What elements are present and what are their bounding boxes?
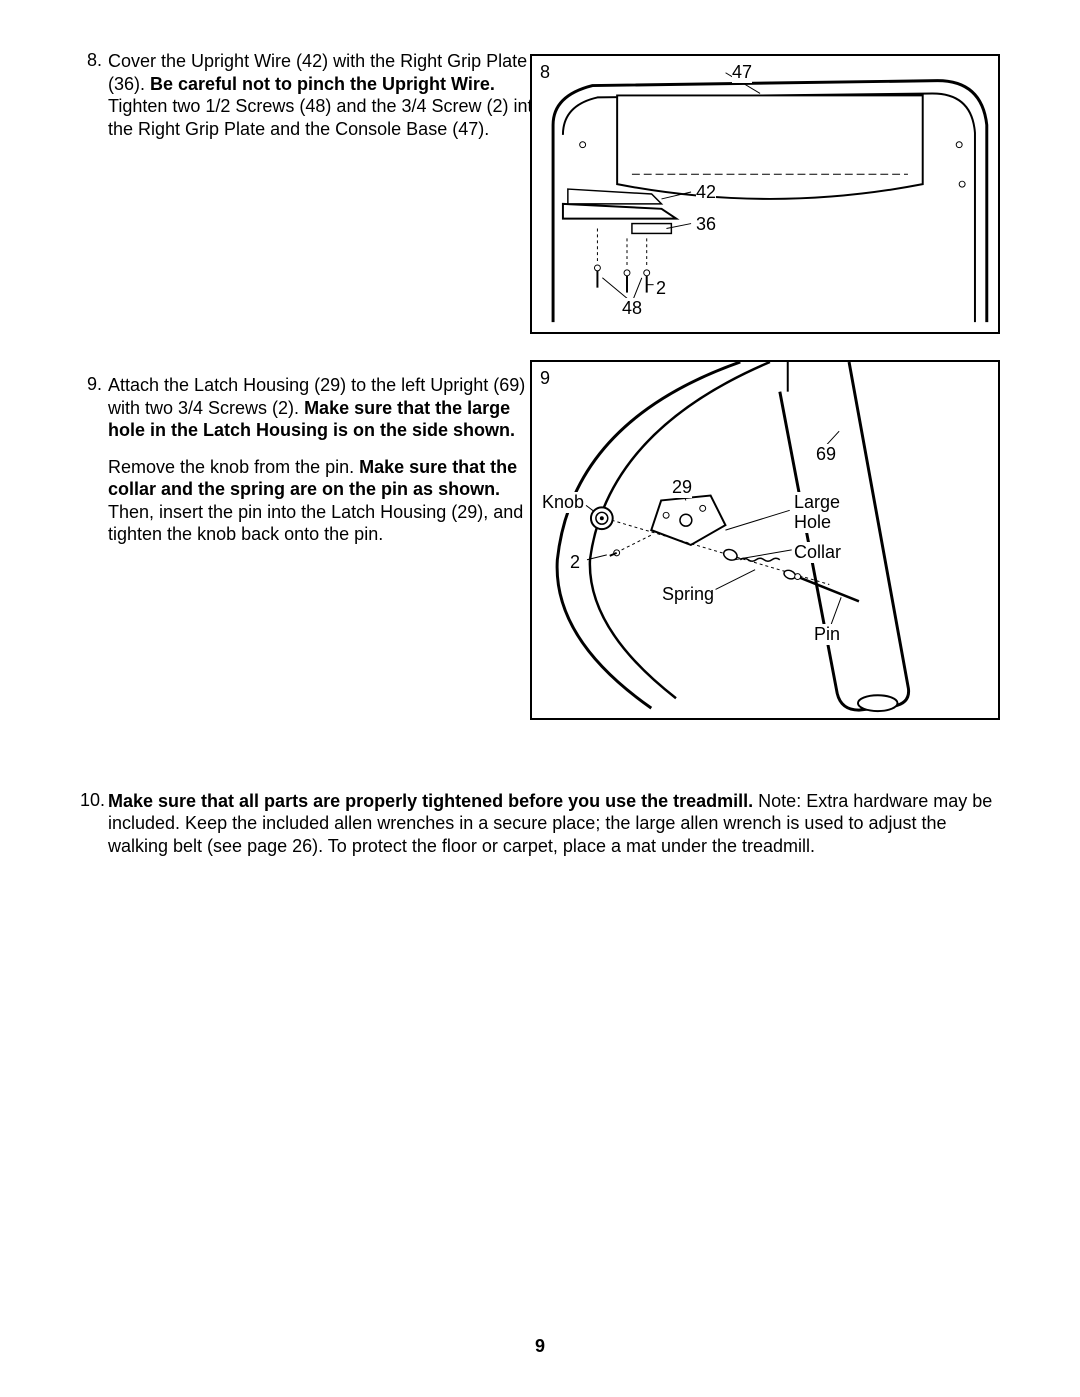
page: 8. Cover the Upright Wire (42) with the …	[0, 0, 1080, 1397]
d8-l2: 2	[656, 278, 666, 299]
step-8-t1c: Tighten two 1/2 Screws (48) and the 3/4 …	[108, 96, 543, 139]
d9-l2: 2	[570, 552, 580, 573]
step-10: 10. Make sure that all parts are properl…	[80, 790, 1000, 858]
step-9-text: Attach the Latch Housing (29) to the lef…	[108, 374, 548, 560]
step-8-text: Cover the Upright Wire (42) with the Rig…	[108, 50, 548, 154]
d8-step-label: 8	[540, 62, 550, 83]
d9-knob: Knob	[542, 492, 584, 513]
d8-l42: 42	[696, 182, 716, 203]
diagram-9: 9 69 29 Knob Large Hole 2 Collar Spring …	[530, 360, 1000, 720]
d9-step-label: 9	[540, 368, 550, 389]
diagram-8-svg	[532, 56, 998, 332]
step-10-number: 10.	[80, 790, 108, 811]
step-9-t2a: Remove the knob from the pin.	[108, 457, 359, 477]
d8-l47: 47	[732, 62, 752, 83]
d9-spring: Spring	[662, 584, 714, 605]
d9-l69: 69	[816, 444, 836, 465]
step-10-t1a: Make sure that all parts are properly ti…	[108, 791, 753, 811]
d9-pin: Pin	[814, 624, 840, 645]
d8-l48: 48	[622, 298, 642, 319]
d8-l36: 36	[696, 214, 716, 235]
step-8-t1b: Be careful not to pinch the Upright Wire…	[150, 74, 495, 94]
d9-l29: 29	[672, 477, 692, 498]
step-9-t2c: Then, insert the pin into the Latch Hous…	[108, 502, 523, 545]
d9-hole: Hole	[794, 512, 831, 533]
diagram-9-svg	[532, 362, 998, 718]
d9-collar: Collar	[794, 542, 841, 563]
step-10-text: Make sure that all parts are properly ti…	[108, 790, 1000, 858]
page-number: 9	[0, 1336, 1080, 1357]
step-8-number: 8.	[80, 50, 108, 71]
step-9-number: 9.	[80, 374, 108, 395]
d9-large: Large	[794, 492, 840, 513]
diagram-8: 8 47 42 36 2 48	[530, 54, 1000, 334]
